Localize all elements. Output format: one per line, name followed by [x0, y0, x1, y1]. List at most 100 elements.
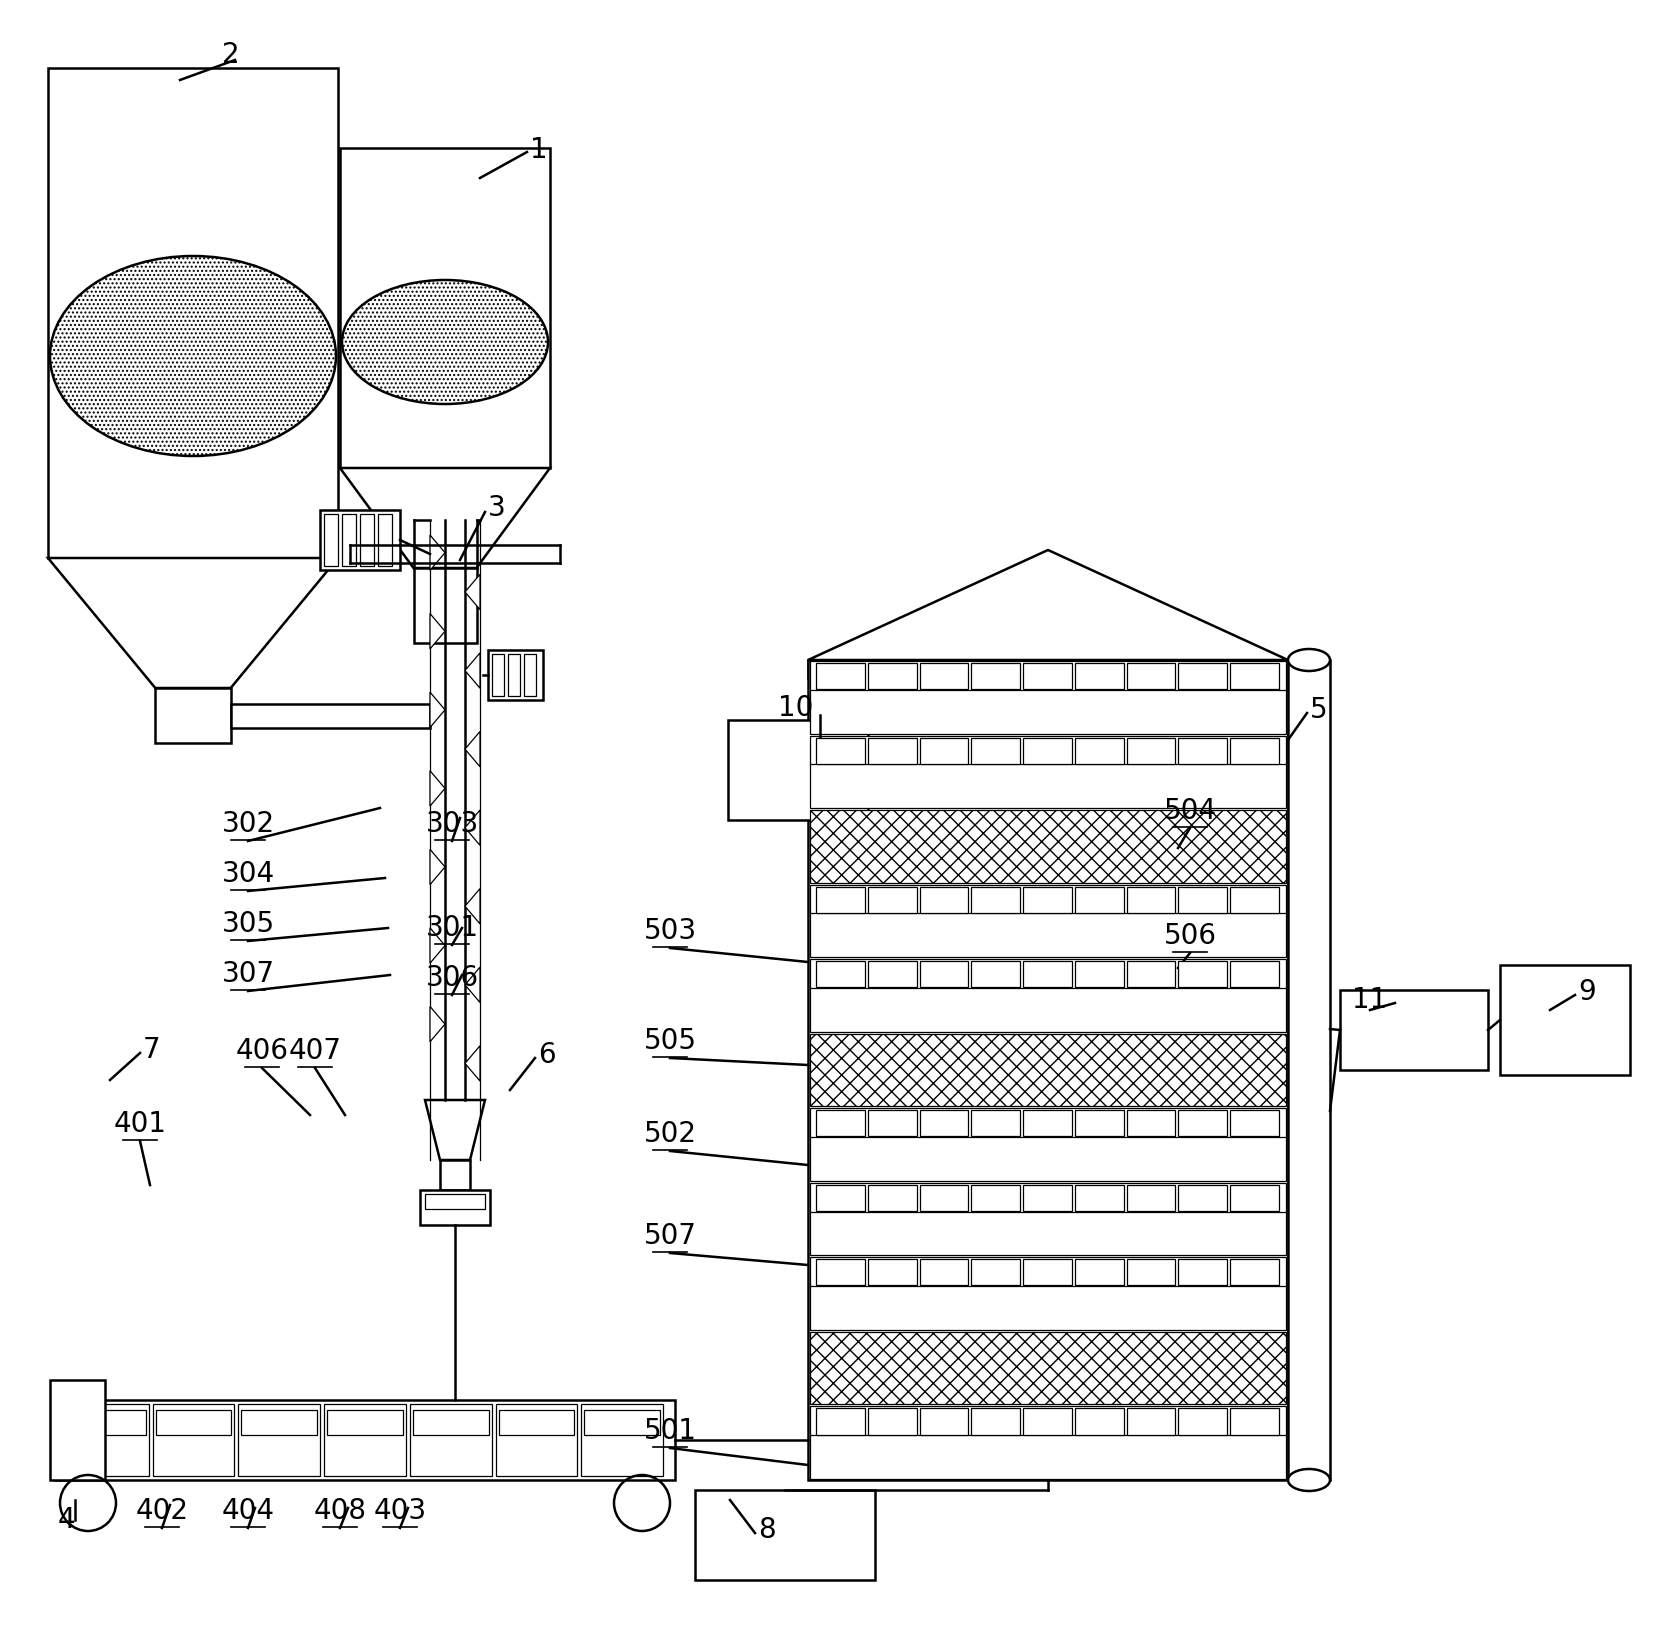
Bar — [869, 1110, 917, 1136]
Bar — [1230, 1408, 1280, 1435]
Polygon shape — [429, 1007, 444, 1041]
Bar — [1075, 1408, 1123, 1435]
Bar — [1127, 961, 1175, 987]
Bar — [231, 703, 429, 728]
Text: 505: 505 — [644, 1027, 697, 1054]
Bar — [810, 1407, 1286, 1479]
Bar — [50, 1381, 105, 1480]
Text: 306: 306 — [426, 965, 479, 992]
Bar — [409, 1404, 491, 1475]
Polygon shape — [464, 1046, 479, 1080]
Text: 2: 2 — [221, 41, 240, 69]
Bar — [810, 1033, 1286, 1106]
Polygon shape — [339, 468, 551, 568]
Bar — [869, 1260, 917, 1286]
Bar — [810, 885, 1286, 958]
Bar — [869, 961, 917, 987]
Bar — [809, 659, 1288, 1480]
Bar — [1127, 1408, 1175, 1435]
Bar — [815, 1408, 865, 1435]
Polygon shape — [424, 1100, 484, 1160]
Text: 506: 506 — [1163, 922, 1216, 950]
Bar — [815, 886, 865, 912]
Bar — [1127, 738, 1175, 764]
Bar — [810, 1257, 1286, 1330]
Text: 1: 1 — [531, 135, 547, 163]
Bar — [343, 514, 356, 566]
Bar — [869, 886, 917, 912]
Bar — [1023, 738, 1072, 764]
Bar — [339, 149, 551, 468]
Polygon shape — [464, 809, 479, 845]
Bar — [810, 1108, 1286, 1182]
Bar — [343, 150, 547, 397]
Bar — [1023, 1110, 1072, 1136]
Bar — [972, 1185, 1020, 1211]
Bar — [378, 514, 393, 566]
Bar — [810, 1332, 1286, 1405]
Text: 302: 302 — [221, 809, 275, 837]
Text: 504: 504 — [1163, 796, 1216, 826]
Polygon shape — [464, 653, 479, 689]
Bar — [972, 1110, 1020, 1136]
Bar — [920, 1260, 968, 1286]
Polygon shape — [429, 849, 444, 885]
Text: 303: 303 — [426, 809, 479, 837]
Bar — [815, 1260, 865, 1286]
Text: 502: 502 — [644, 1120, 697, 1147]
Bar — [50, 70, 336, 468]
Bar — [1023, 1185, 1072, 1211]
Text: 501: 501 — [644, 1417, 697, 1444]
Bar — [1230, 738, 1280, 764]
Bar — [1075, 738, 1123, 764]
Text: 11: 11 — [1351, 986, 1388, 1013]
Text: 304: 304 — [221, 860, 275, 888]
Bar — [524, 654, 536, 695]
Text: 5: 5 — [1310, 695, 1328, 725]
Polygon shape — [429, 770, 444, 806]
Bar — [815, 663, 865, 689]
Bar — [1230, 1110, 1280, 1136]
Bar — [1127, 663, 1175, 689]
Bar — [920, 1185, 968, 1211]
Bar — [920, 738, 968, 764]
Bar — [1230, 961, 1280, 987]
Bar — [1178, 1260, 1228, 1286]
Bar — [972, 961, 1020, 987]
Bar — [972, 738, 1020, 764]
Bar — [815, 1185, 865, 1211]
Bar — [920, 663, 968, 689]
Bar — [413, 1410, 489, 1435]
Polygon shape — [464, 731, 479, 767]
Bar — [1178, 1110, 1228, 1136]
Bar — [153, 1404, 235, 1475]
Bar — [55, 1400, 676, 1480]
Bar — [1127, 1110, 1175, 1136]
Bar — [1023, 663, 1072, 689]
Bar — [424, 1195, 484, 1209]
Bar — [324, 1404, 406, 1475]
Bar — [241, 1410, 318, 1435]
Bar — [1178, 1408, 1228, 1435]
Polygon shape — [48, 558, 338, 689]
Bar — [70, 1410, 146, 1435]
Bar — [696, 1490, 875, 1580]
Polygon shape — [464, 574, 479, 610]
Bar — [810, 960, 1286, 1031]
Bar — [238, 1404, 319, 1475]
Text: 406: 406 — [236, 1036, 288, 1066]
Bar — [920, 961, 968, 987]
Polygon shape — [429, 535, 444, 570]
Bar — [1230, 1260, 1280, 1286]
Text: 407: 407 — [288, 1036, 341, 1066]
Bar — [1075, 663, 1123, 689]
Bar — [493, 654, 504, 695]
Bar — [1499, 965, 1631, 1075]
Bar — [810, 1183, 1286, 1255]
Bar — [869, 663, 917, 689]
Bar — [1230, 886, 1280, 912]
Bar — [972, 1408, 1020, 1435]
Bar — [810, 661, 1286, 733]
Bar — [810, 736, 1286, 808]
Bar — [1127, 1185, 1175, 1211]
